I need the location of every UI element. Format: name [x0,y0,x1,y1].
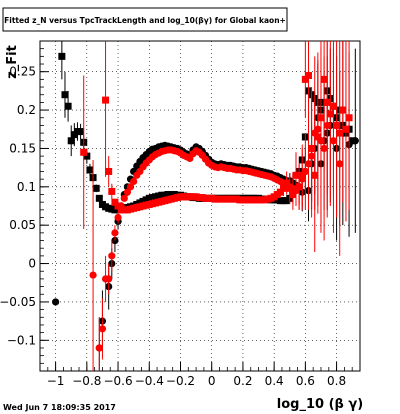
data-point-square [304,72,312,80]
data-point-circle [123,188,132,196]
data-point-circle [308,152,316,160]
data-point-circle [336,160,344,168]
data-point-square [333,121,341,129]
data-point-square [301,75,309,83]
y-tick-label: 0 [28,257,36,271]
data-point-circle [111,229,119,237]
data-point-square [64,102,72,110]
y-tick-label: 0.25 [9,65,36,79]
data-point-circle [329,137,338,145]
data-point-circle [317,137,325,145]
x-tick-label: −0.6 [103,374,132,388]
data-point-square [276,188,284,196]
data-point-square [67,137,75,145]
data-point-circle [98,325,107,333]
data-point-square [102,96,110,104]
y-tick-label: −0.1 [7,333,36,347]
data-point-circle [130,177,138,186]
x-tick-label: 0.6 [296,374,315,388]
data-point-square [92,184,100,192]
data-point-circle [105,275,113,283]
x-tick-label: −0.8 [72,374,101,388]
data-point-circle [295,183,303,191]
data-point-circle [120,194,128,202]
data-point-square [105,167,113,175]
data-point-circle [117,202,125,210]
data-point-square [342,125,350,133]
y-tick-label: 0.05 [9,218,36,232]
data-point-square [83,152,91,160]
x-tick-label: −1 [47,374,65,388]
data-point-circle [301,167,309,176]
data-point-circle [351,137,359,145]
data-point-circle [323,121,331,130]
data-point-circle [89,271,97,279]
chart-title: Fitted z_N versus TpcTrackLength and log… [4,16,286,25]
data-point-square [58,52,66,60]
x-tick-label: −0.2 [166,374,195,388]
x-axis-label: log_10 (β γ) [277,397,363,412]
x-tick-label: 0 [208,374,216,388]
data-point-square [61,91,69,99]
y-axis-label: z_Fit [5,45,20,79]
y-tick-label: 0.15 [9,141,36,155]
data-point-square [345,114,353,122]
data-point-square [86,166,94,174]
data-marks [52,41,359,371]
data-point-circle [320,144,328,153]
data-point-square [80,148,88,156]
title-box [2,7,288,32]
data-point-square [339,106,347,114]
data-point-circle [304,160,313,168]
data-point-circle [114,213,122,222]
x-tick-label: −0.4 [135,374,164,388]
y-tick-label: 0.1 [17,180,36,194]
data-point-square [77,128,85,136]
x-tick-label: 0.8 [327,374,346,388]
series-4 [89,41,344,371]
data-point-circle [314,125,322,133]
plot-frame [39,40,361,372]
data-point-circle [52,298,60,306]
data-point-circle [126,183,135,191]
data-point-square [326,110,334,118]
timestamp: Wed Jun 7 18:09:35 2017 [3,403,116,412]
x-tick-label: 0.2 [233,374,252,388]
data-point-circle [95,344,103,352]
data-point-square [280,184,288,192]
x-tick-label: 0.4 [265,374,284,388]
y-tick-label: −0.05 [0,295,36,309]
data-point-circle [108,252,116,260]
data-point-square [111,198,119,206]
y-tick-label: 0.2 [17,103,36,117]
data-point-circle [298,175,306,183]
data-point-square [95,194,103,202]
axes: −1 −0.8 −0.6 −0.4 −0.2 0 0.2 0.4 0.6 0.8 −0.1 −0.05… [0,40,361,388]
data-point-square [108,187,116,195]
